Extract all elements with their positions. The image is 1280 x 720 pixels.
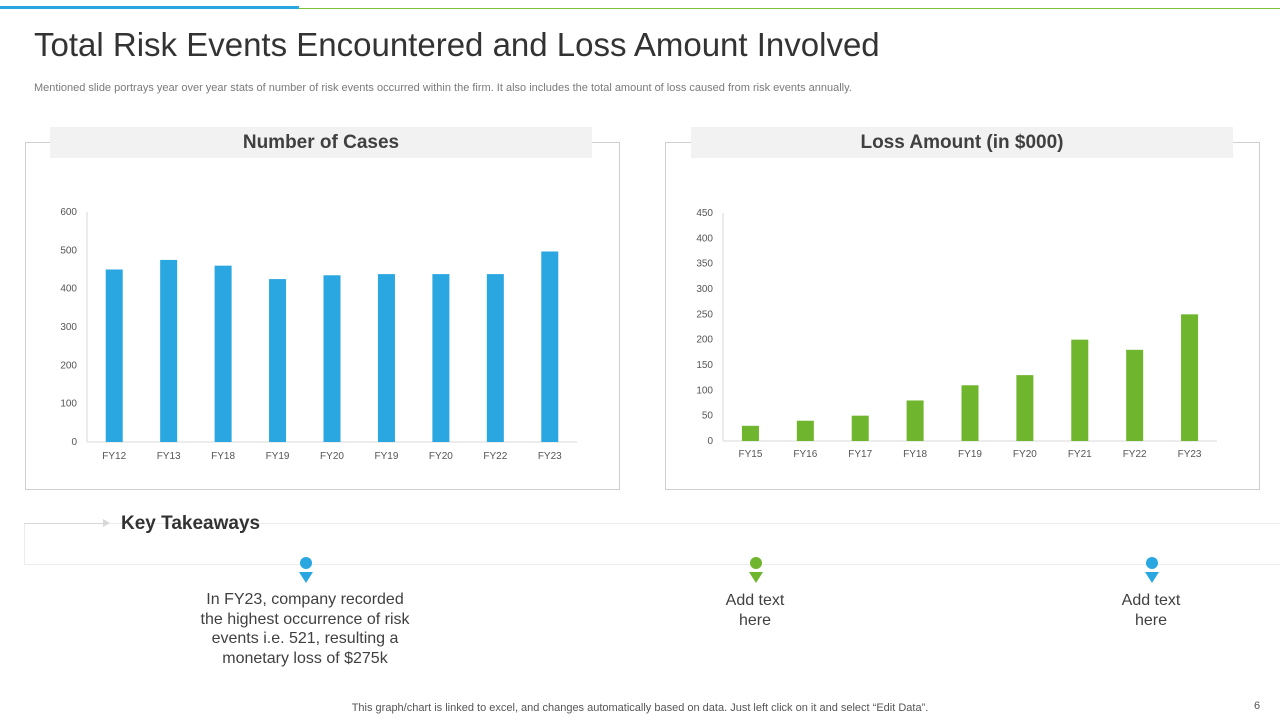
bar[interactable]	[377, 274, 395, 442]
x-tick-label: FY13	[157, 451, 181, 462]
bar[interactable]	[961, 385, 979, 441]
page-number: 6	[1254, 700, 1261, 712]
y-tick-label: 400	[696, 233, 713, 244]
loss-chart-title: Loss Amount (in $000)	[691, 127, 1233, 158]
pin-marker-icon	[749, 557, 763, 587]
x-tick-label: FY23	[1178, 449, 1202, 460]
y-tick-label: 200	[60, 360, 77, 371]
x-tick-label: FY22	[483, 451, 507, 462]
bar[interactable]	[796, 420, 814, 441]
marker-dot	[750, 557, 762, 569]
bar[interactable]	[160, 259, 178, 442]
y-tick-label: 400	[60, 284, 77, 295]
marker-arrow-down-icon	[749, 572, 763, 583]
bar[interactable]	[214, 265, 232, 442]
x-tick-label: FY21	[1068, 449, 1092, 460]
marker-arrow-down-icon	[1145, 572, 1159, 583]
marker-arrow-down-icon	[299, 572, 313, 583]
key-takeaways-title: Key Takeaways	[121, 513, 261, 534]
marker-dot	[1146, 557, 1158, 569]
key-takeaways-arrow-line	[24, 523, 104, 524]
top-accent-line-green	[299, 8, 1280, 9]
y-tick-label: 600	[60, 207, 77, 218]
x-tick-label: FY18	[211, 451, 235, 462]
cases-chart[interactable]: 0 100 200 300 400 500 600 FY12 FY13 FY18 FY19 FY20 F…	[26, 160, 616, 485]
x-tick-label: FY19	[266, 451, 290, 462]
y-tick-label: 300	[696, 284, 713, 295]
y-tick-label: 50	[702, 411, 714, 422]
pin-marker-icon	[299, 557, 313, 587]
y-tick-label: 350	[696, 259, 713, 270]
y-tick-label: 0	[71, 437, 77, 448]
bar[interactable]	[741, 425, 759, 441]
footer-note: This graph/chart is linked to excel, and…	[351, 702, 929, 714]
y-tick-label: 100	[696, 385, 713, 396]
pin-marker-icon	[1145, 557, 1159, 587]
x-tick-label: FY20	[429, 451, 453, 462]
y-tick-label: 150	[696, 360, 713, 371]
bar[interactable]	[323, 275, 341, 442]
x-tick-label: FY19	[958, 449, 982, 460]
y-tick-label: 250	[696, 309, 713, 320]
bar[interactable]	[1181, 314, 1199, 441]
y-tick-label: 100	[60, 399, 77, 410]
y-tick-label: 500	[60, 245, 77, 256]
cases-chart-panel[interactable]	[25, 142, 620, 490]
takeaway-text-2[interactable]: Add text here	[725, 592, 785, 629]
bar[interactable]	[269, 279, 287, 442]
x-tick-label: FY20	[1013, 449, 1037, 460]
key-takeaways-box	[24, 523, 1280, 565]
loss-chart[interactable]: 0 50 100 150 200 250 300 350 400 450 FY15 FY16 FY17 F…	[666, 160, 1256, 485]
bar[interactable]	[906, 400, 924, 441]
bar[interactable]	[432, 274, 450, 442]
page-subtitle: Mentioned slide portrays year over year …	[34, 82, 852, 94]
x-tick-label: FY18	[903, 449, 927, 460]
y-tick-label: 300	[60, 322, 77, 333]
takeaway-text-1[interactable]: In FY23, company recorded the highest oc…	[200, 591, 410, 667]
bar[interactable]	[105, 269, 123, 443]
y-tick-label: 200	[696, 335, 713, 346]
bar[interactable]	[1071, 339, 1089, 441]
bar[interactable]	[541, 251, 559, 442]
x-tick-label: FY23	[538, 451, 562, 462]
top-accent-bar-blue	[0, 6, 299, 9]
bar[interactable]	[486, 274, 504, 442]
x-tick-label: FY15	[738, 449, 762, 460]
page-title: Total Risk Events Encountered and Loss A…	[34, 26, 880, 63]
bar[interactable]	[851, 415, 869, 441]
x-tick-label: FY16	[793, 449, 817, 460]
takeaway-text-3[interactable]: Add text here	[1121, 592, 1181, 629]
marker-dot	[300, 557, 312, 569]
y-tick-label: 450	[696, 208, 713, 219]
bar[interactable]	[1016, 375, 1034, 441]
x-tick-label: FY19	[374, 451, 398, 462]
arrow-right-icon	[103, 519, 110, 527]
x-tick-label: FY20	[320, 451, 344, 462]
x-tick-label: FY17	[848, 449, 872, 460]
x-tick-label: FY12	[102, 451, 126, 462]
y-tick-label: 0	[707, 436, 713, 447]
x-tick-label: FY22	[1123, 449, 1147, 460]
cases-chart-title: Number of Cases	[50, 127, 592, 158]
bar[interactable]	[1126, 349, 1144, 441]
